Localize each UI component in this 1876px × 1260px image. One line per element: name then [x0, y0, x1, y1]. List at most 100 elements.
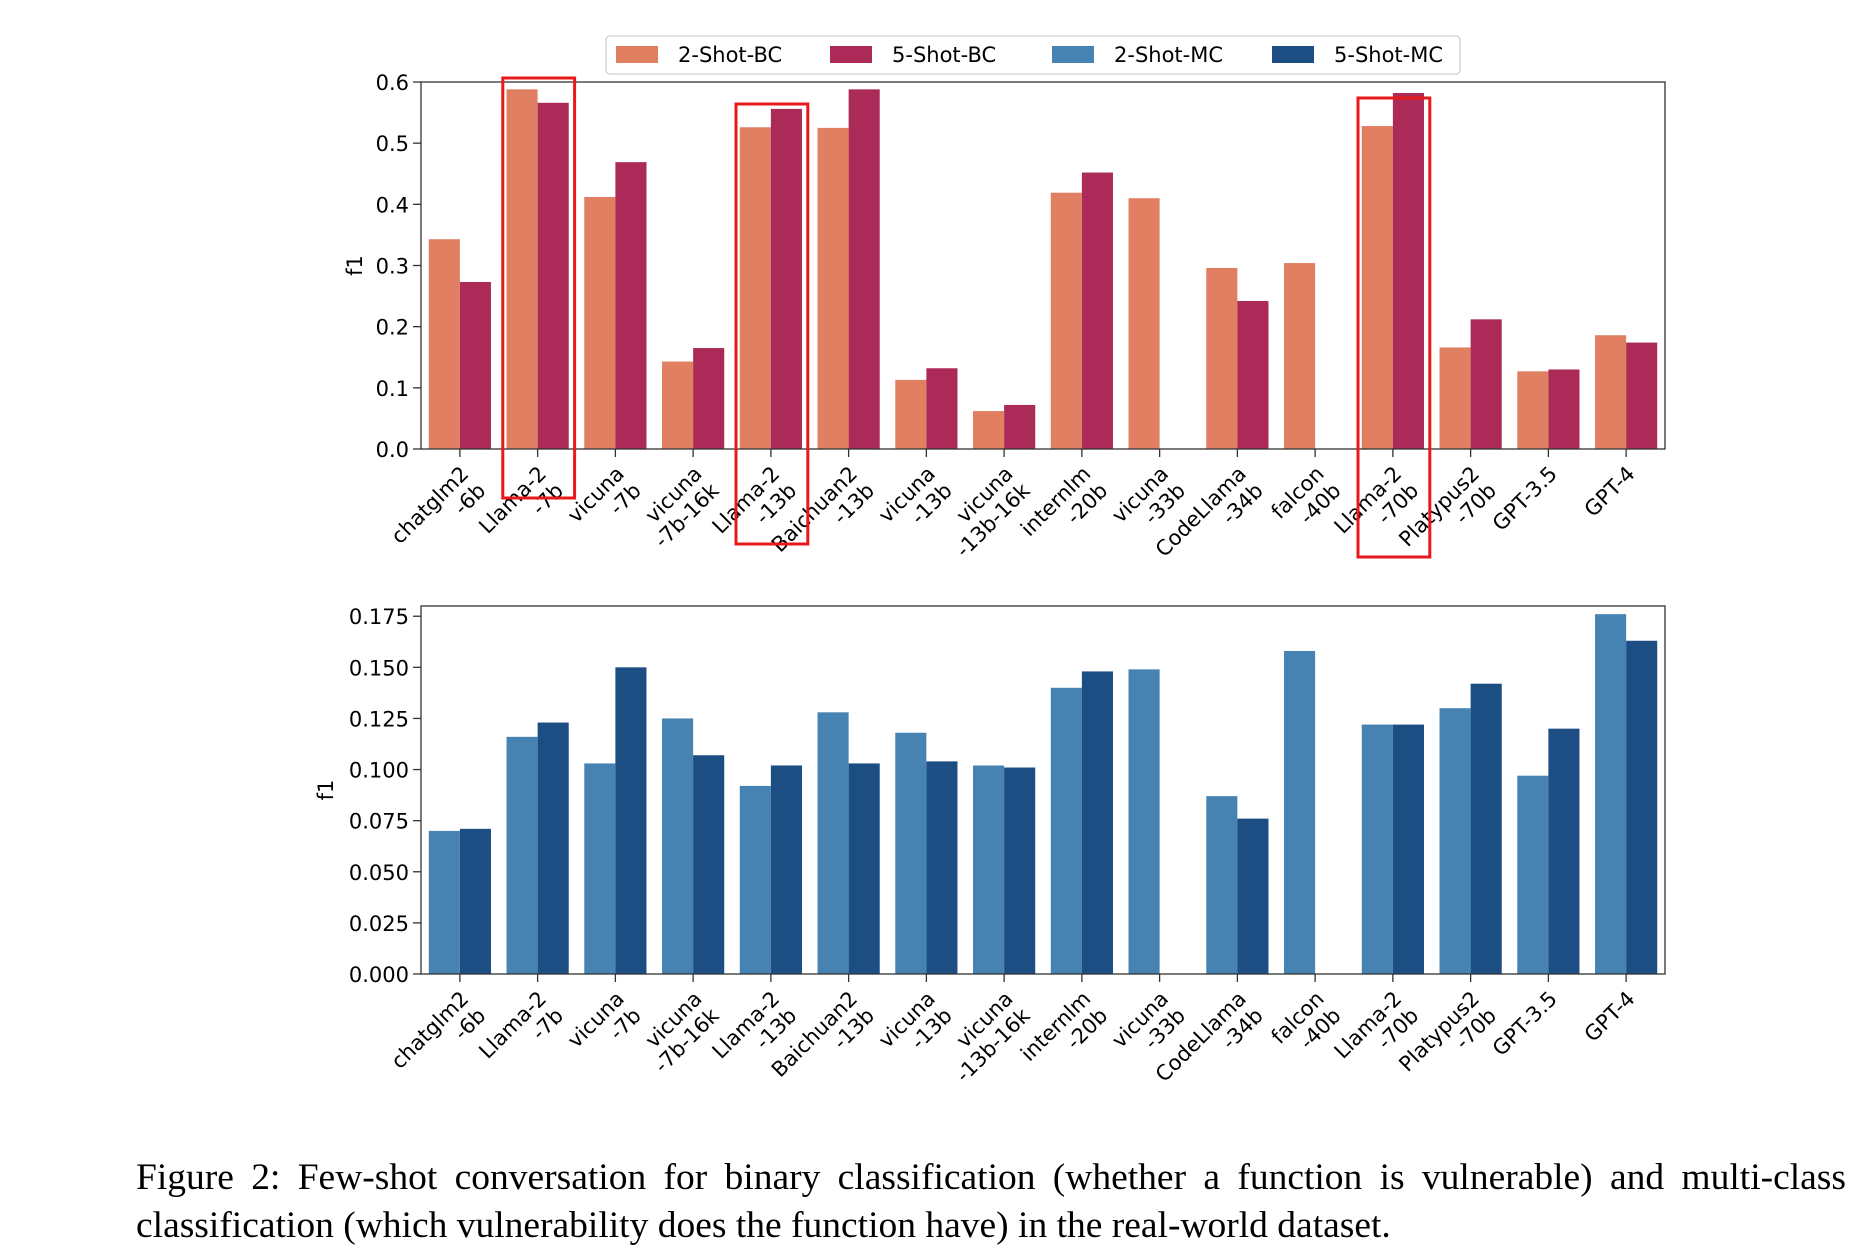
y-axis-label: f1 — [343, 255, 367, 276]
y-tick-label: 0.025 — [349, 912, 409, 936]
x-tick-label: vicuna-7b — [563, 987, 646, 1070]
bar — [1004, 404, 1036, 449]
x-tick-label: chatglm2-6b — [386, 462, 490, 566]
x-tick-label: Llama-2-7b — [474, 987, 568, 1081]
bar — [584, 763, 616, 974]
highlight-box — [1356, 96, 1432, 559]
bar — [1284, 263, 1316, 449]
x-tick-label: chatglm2-6b — [386, 987, 490, 1091]
bar — [662, 718, 694, 974]
bar — [848, 89, 880, 449]
legend-item: 2-Shot-MC — [1052, 43, 1223, 67]
y-tick-label: 0.0 — [376, 438, 409, 462]
y-tick-label: 0.4 — [376, 193, 409, 217]
x-tick-label: vicuna-13b — [874, 987, 957, 1070]
x-tick-label: GPT-3.5 — [1488, 987, 1562, 1061]
y-tick-label: 0.3 — [376, 255, 409, 279]
bar — [1439, 708, 1471, 974]
x-tick-label-line: GPT-3.5 — [1488, 987, 1562, 1061]
bar — [1626, 342, 1658, 449]
legend-swatch — [830, 46, 872, 63]
x-tick-label: vicuna-13b-16k — [934, 461, 1035, 562]
x-tick-label: vicuna-7b-16k — [633, 986, 725, 1078]
x-tick-label: internlm-20b — [1016, 462, 1112, 558]
bar — [817, 127, 849, 450]
bar — [428, 830, 460, 974]
bar — [739, 785, 771, 974]
bar — [1392, 724, 1424, 974]
bar — [1081, 172, 1113, 449]
y-tick-label: 0.100 — [349, 759, 409, 783]
bar — [506, 736, 538, 974]
bar — [693, 755, 725, 974]
bar — [615, 162, 647, 449]
caption-prefix: Figure 2: — [136, 1157, 281, 1198]
bar — [537, 722, 569, 974]
bar — [459, 828, 491, 974]
bar — [693, 348, 725, 449]
bar — [848, 763, 880, 974]
x-tick-label: GPT-3.5 — [1488, 462, 1562, 536]
bar — [1626, 640, 1658, 974]
chart-panel-1: 0.0 0.1 0.2 0.3 0.4 0.5 0.6 f1 chatglm2-6bLlama-… — [343, 71, 1666, 566]
x-tick-label: vicuna-7b-16k — [633, 461, 725, 553]
bar — [1081, 671, 1113, 974]
y-tick-label: 0.050 — [349, 861, 409, 885]
bar — [459, 282, 491, 449]
x-tick-label: internlm-20b — [1016, 987, 1112, 1083]
legend-label: 2-Shot-MC — [1114, 43, 1223, 67]
bar — [1470, 319, 1502, 449]
legend-swatch — [616, 46, 658, 63]
bar — [926, 761, 958, 974]
bar — [770, 765, 802, 974]
bar — [895, 379, 927, 449]
y-tick-label: 0.000 — [349, 963, 409, 987]
y-tick-label: 0.2 — [376, 316, 409, 340]
y-tick-label: 0.075 — [349, 810, 409, 834]
legend: 2-Shot-BC 5-Shot-BC 2-Shot-MC 5-Shot-MC — [605, 35, 1461, 75]
bar — [1128, 669, 1160, 974]
legend-item: 5-Shot-BC — [830, 43, 996, 67]
x-tick-label: GPT-4 — [1580, 462, 1640, 522]
bar — [1439, 347, 1471, 449]
bar — [1206, 796, 1238, 974]
y-tick-label: 0.5 — [376, 132, 409, 156]
bar — [1517, 775, 1549, 974]
bar — [1548, 728, 1580, 974]
x-tick-label: Llama-2-7b — [474, 462, 568, 556]
x-tick-label: vicuna-13b-16k — [934, 986, 1035, 1087]
legend-swatch — [1272, 46, 1314, 63]
bar — [926, 368, 958, 449]
bar — [739, 127, 771, 449]
bar — [973, 765, 1005, 974]
legend-frame — [605, 35, 1461, 75]
bar — [973, 411, 1005, 449]
bar — [506, 89, 538, 449]
chart-panel-2: 0.000 0.025 0.050 0.075 0.100 0.125 0.150 0.175… — [314, 605, 1666, 1091]
bar — [1361, 724, 1393, 974]
bar — [1050, 192, 1082, 449]
bar — [1392, 93, 1424, 449]
legend-item: 2-Shot-BC — [616, 43, 782, 67]
x-tick-label-line: GPT-3.5 — [1488, 462, 1562, 536]
bar — [1595, 614, 1627, 974]
y-tick-label: 0.125 — [349, 707, 409, 731]
bar — [1284, 650, 1316, 974]
bar — [1237, 300, 1269, 449]
bar — [895, 732, 927, 974]
y-tick-label: 0.150 — [349, 656, 409, 680]
bar — [428, 239, 460, 449]
y-tick-label: 0.6 — [376, 71, 409, 95]
legend-label: 5-Shot-BC — [892, 43, 996, 67]
bar — [662, 361, 694, 449]
bar — [537, 102, 569, 450]
bar — [615, 667, 647, 974]
bar — [1050, 687, 1082, 974]
bar — [1470, 683, 1502, 974]
caption-text: Few-shot conversation for binary classif… — [136, 1157, 1846, 1246]
bar — [1128, 198, 1160, 449]
x-tick-label: vicuna-13b — [874, 462, 957, 545]
legend-item: 5-Shot-MC — [1272, 43, 1443, 67]
x-tick-label-line: GPT-4 — [1580, 462, 1640, 522]
y-tick-label: 0.1 — [376, 377, 409, 401]
